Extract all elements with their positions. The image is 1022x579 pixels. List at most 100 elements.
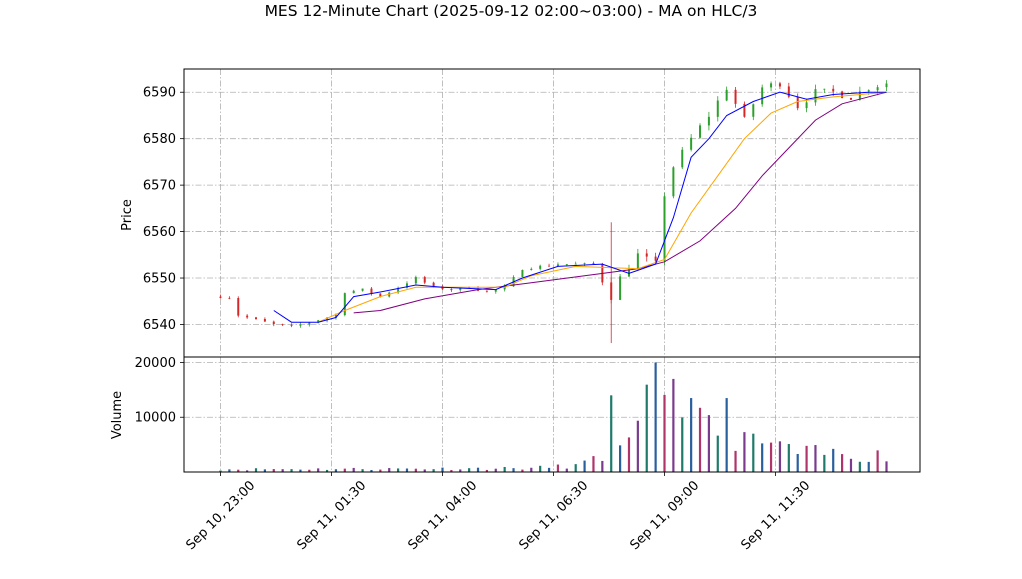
price-ytick-label: 6550 bbox=[143, 272, 176, 287]
ma-slow-line bbox=[353, 91, 887, 314]
volume-bar bbox=[405, 468, 409, 472]
volume-bar bbox=[592, 456, 595, 472]
x-tick-label: Sep 11, 01:30 bbox=[294, 478, 369, 553]
candle-body bbox=[725, 89, 728, 101]
candle-body bbox=[317, 320, 320, 323]
volume-bar bbox=[423, 469, 426, 472]
candle-body bbox=[272, 321, 275, 325]
price-axes-frame bbox=[183, 68, 921, 358]
volume-bar bbox=[574, 464, 577, 472]
candle-body bbox=[796, 96, 799, 109]
candle-body bbox=[246, 315, 249, 318]
candle-body bbox=[841, 91, 844, 98]
price-ytick-label: 6580 bbox=[143, 132, 176, 147]
volume-bar bbox=[246, 470, 249, 472]
volume-bar bbox=[752, 433, 755, 472]
volume-bar bbox=[636, 420, 639, 472]
candle-body bbox=[343, 293, 346, 316]
candle-body bbox=[414, 277, 417, 284]
candle-body bbox=[450, 289, 453, 291]
volume-bar bbox=[619, 445, 622, 472]
candle-body bbox=[539, 265, 542, 269]
volume-bar bbox=[290, 469, 293, 472]
candle-body bbox=[832, 88, 835, 92]
candle-body bbox=[352, 290, 355, 294]
volume-bar bbox=[503, 466, 506, 472]
candle-body bbox=[228, 297, 231, 299]
candle-body bbox=[494, 289, 497, 292]
candle-body bbox=[734, 89, 737, 104]
volume-bar bbox=[317, 468, 320, 472]
volume-bar bbox=[547, 467, 551, 472]
volume-bar bbox=[379, 469, 382, 472]
candle-body bbox=[778, 83, 781, 87]
volume-bar bbox=[414, 468, 417, 472]
volume-bar bbox=[325, 469, 329, 472]
volume-bar bbox=[645, 384, 648, 472]
volume-bar bbox=[228, 469, 231, 472]
candle-body bbox=[823, 88, 826, 90]
price-panel: 6540 6550 6560 6570 6580 6590 bbox=[143, 68, 921, 358]
volume-ytick-label: 20000 bbox=[135, 356, 176, 371]
volume-bar bbox=[778, 441, 782, 472]
candle-body bbox=[361, 288, 364, 291]
volume-bar bbox=[725, 398, 728, 472]
candle-body bbox=[237, 298, 240, 316]
volume-bar bbox=[308, 469, 311, 472]
x-tick-label: Sep 11, 09:00 bbox=[627, 478, 702, 553]
candle-body bbox=[459, 287, 462, 291]
candle-body bbox=[867, 90, 870, 92]
volume-bar bbox=[539, 465, 542, 472]
candle-body bbox=[699, 125, 702, 138]
volume-bar bbox=[530, 467, 533, 472]
volume-axis-label: Volume bbox=[110, 391, 125, 439]
candle-body bbox=[255, 317, 258, 320]
volume-bar bbox=[787, 444, 790, 472]
volume-bar bbox=[237, 469, 240, 472]
volume-bar bbox=[450, 470, 453, 472]
volume-bar bbox=[707, 415, 710, 472]
volume-bar bbox=[849, 458, 853, 472]
candle-body bbox=[681, 149, 684, 168]
volume-panel: 10000 20000 Sep 10, 23:00 Sep 11, 01:30 Sep … bbox=[135, 356, 921, 553]
volume-bar bbox=[272, 469, 275, 472]
volume-bar bbox=[814, 445, 817, 472]
volume-bar bbox=[858, 461, 861, 472]
volume-bar bbox=[761, 443, 764, 472]
volume-bar bbox=[441, 467, 444, 472]
candle-body bbox=[299, 324, 302, 326]
volume-bar bbox=[219, 470, 222, 472]
ma-fast-line bbox=[273, 91, 887, 323]
volume-bar bbox=[254, 468, 258, 472]
volume-bar bbox=[334, 469, 338, 472]
price-ytick-label: 6590 bbox=[143, 86, 176, 101]
volume-bar bbox=[672, 378, 675, 472]
x-tick-label: Sep 10, 23:00 bbox=[183, 478, 258, 553]
candle-body bbox=[761, 87, 764, 105]
candle-body bbox=[379, 293, 382, 297]
volume-bar bbox=[610, 395, 613, 472]
x-tick-label: Sep 11, 04:00 bbox=[405, 478, 480, 553]
candle-body bbox=[308, 322, 311, 325]
candle-body bbox=[263, 319, 266, 322]
volume-bar bbox=[459, 469, 462, 472]
candle-body bbox=[672, 167, 675, 197]
volume-bar bbox=[690, 398, 693, 472]
candle-body bbox=[548, 265, 551, 267]
volume-bar bbox=[370, 469, 373, 472]
price-axis-label: Price bbox=[120, 199, 135, 231]
candle-body bbox=[645, 253, 648, 257]
volume-bar bbox=[388, 468, 391, 472]
candle-body bbox=[805, 102, 808, 109]
volume-bar bbox=[716, 435, 719, 472]
volume-bar bbox=[352, 467, 355, 472]
volume-axes-frame bbox=[183, 356, 921, 473]
volume-bar bbox=[867, 461, 870, 472]
candle-body bbox=[770, 83, 773, 88]
volume-bar bbox=[885, 461, 888, 472]
price-ytick-label: 6570 bbox=[143, 179, 176, 194]
volume-bar bbox=[521, 469, 524, 472]
volume-bar bbox=[565, 468, 568, 472]
volume-bar bbox=[512, 468, 515, 472]
